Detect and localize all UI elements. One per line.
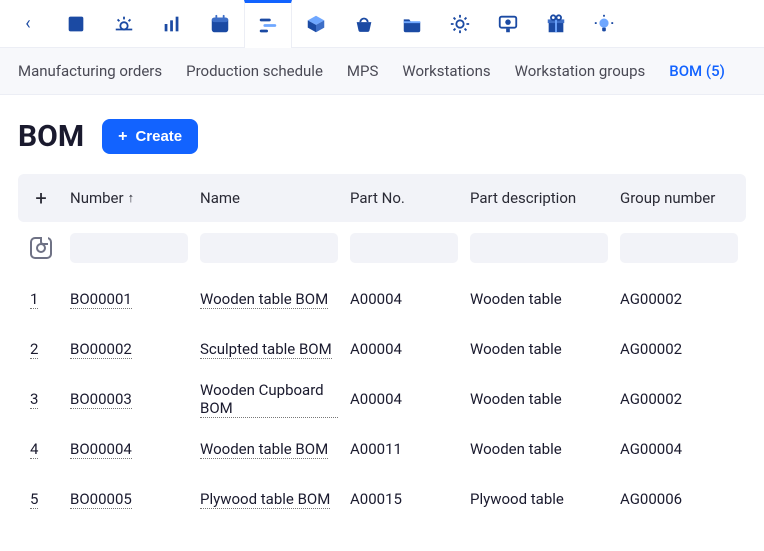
gift-icon	[545, 13, 567, 35]
row-index: 4	[30, 440, 38, 459]
toolbar-item-2[interactable]	[148, 0, 196, 48]
table-row[interactable]: 5 BO00005 Plywood table BOM A00015 Plywood t…	[18, 474, 746, 524]
cell-partdesc: Wooden table	[470, 440, 562, 458]
cell-name[interactable]: Wooden table BOM	[200, 290, 328, 309]
cell-partno: A00011	[350, 440, 402, 458]
module-subtabs: Manufacturing orders Production schedule…	[0, 48, 764, 95]
plus-icon: +	[118, 129, 127, 145]
col-number[interactable]: Number ↑	[64, 189, 194, 207]
col-partdesc[interactable]: Part description	[464, 189, 614, 207]
page-header: BOM + Create	[0, 95, 764, 174]
row-index: 1	[30, 290, 38, 309]
cell-partdesc: Plywood table	[470, 490, 564, 508]
cell-number[interactable]: BO00002	[70, 340, 132, 359]
barchart-icon	[161, 13, 183, 35]
table-row[interactable]: 2 BO00002 Sculpted table BOM A00004 Wooden t…	[18, 324, 746, 374]
sunrise-icon	[113, 13, 135, 35]
table-header: + Number ↑ Name Part No. Part descriptio…	[18, 174, 746, 222]
app-toolbar: ‹	[0, 0, 764, 48]
table-row[interactable]: 1 BO00001 Wooden table BOM A00004 Wooden tab…	[18, 274, 746, 324]
sort-asc-icon: ↑	[128, 190, 135, 206]
basket-icon	[353, 13, 375, 35]
row-index: 2	[30, 340, 38, 359]
row-index: 3	[30, 390, 38, 409]
folder-icon	[401, 13, 423, 35]
filter-partno[interactable]	[350, 233, 458, 263]
cell-number[interactable]: BO00005	[70, 490, 132, 509]
toolbar-item-10[interactable]	[532, 0, 580, 48]
add-column-icon[interactable]: +	[35, 186, 46, 210]
row-index: 5	[30, 490, 38, 509]
cell-partno: A00004	[350, 340, 402, 358]
col-name-label: Name	[200, 189, 240, 207]
tab-workstation-groups[interactable]: Workstation groups	[515, 62, 646, 80]
monitor-icon	[497, 13, 519, 35]
tab-workstations[interactable]: Workstations	[402, 62, 490, 80]
col-groupno[interactable]: Group number	[614, 189, 744, 207]
cell-name[interactable]: Wooden table BOM	[200, 440, 328, 459]
toolbar-item-11[interactable]	[580, 0, 628, 48]
cell-partdesc: Wooden table	[470, 290, 562, 308]
toolbar-item-7[interactable]	[388, 0, 436, 48]
cell-number[interactable]: BO00003	[70, 390, 132, 409]
tab-production-schedule[interactable]: Production schedule	[186, 62, 323, 80]
col-partno[interactable]: Part No.	[344, 189, 464, 207]
cell-partno: A00015	[350, 490, 402, 508]
timeline-icon	[257, 14, 279, 36]
tab-manufacturing-orders[interactable]: Manufacturing orders	[18, 62, 162, 80]
table-row[interactable]: 4 BO00004 Wooden table BOM A00011 Wooden tab…	[18, 424, 746, 474]
calendar-icon	[209, 13, 231, 35]
gear-icon	[449, 13, 471, 35]
create-button[interactable]: + Create	[102, 119, 198, 154]
cell-groupno: AG00006	[620, 490, 682, 508]
cell-number[interactable]: BO00001	[70, 290, 132, 309]
filter-name[interactable]	[200, 233, 338, 263]
cell-name[interactable]: Wooden Cupboard BOM	[200, 381, 338, 418]
toolbar-item-9[interactable]	[484, 0, 532, 48]
toolbar-item-1[interactable]	[100, 0, 148, 48]
save-filter-icon[interactable]	[30, 237, 52, 259]
tab-mps[interactable]: MPS	[347, 62, 378, 80]
table-filter-row	[18, 222, 746, 274]
cell-name[interactable]: Sculpted table BOM	[200, 340, 332, 359]
box-icon	[305, 13, 327, 35]
filter-groupno[interactable]	[620, 233, 738, 263]
square-icon	[65, 13, 87, 35]
col-partdesc-label: Part description	[470, 189, 576, 207]
bom-table: + Number ↑ Name Part No. Part descriptio…	[0, 174, 764, 524]
filter-number[interactable]	[70, 233, 188, 263]
toolbar-item-5[interactable]	[292, 0, 340, 48]
cell-groupno: AG00004	[620, 440, 682, 458]
toolbar-item-0[interactable]	[52, 0, 100, 48]
cell-partno: A00004	[350, 290, 402, 308]
toolbar-item-4[interactable]	[244, 0, 292, 48]
toolbar-item-6[interactable]	[340, 0, 388, 48]
tab-bom[interactable]: BOM (5)	[669, 62, 725, 80]
col-name[interactable]: Name	[194, 189, 344, 207]
cell-groupno: AG00002	[620, 290, 682, 308]
create-button-label: Create	[135, 128, 182, 145]
cell-number[interactable]: BO00004	[70, 440, 132, 459]
page-title: BOM	[18, 119, 84, 154]
toolbar-back[interactable]: ‹	[4, 0, 52, 48]
cell-partno: A00004	[350, 390, 402, 408]
cell-groupno: AG00002	[620, 390, 682, 408]
chevron-left-icon: ‹	[25, 13, 30, 34]
cell-partdesc: Wooden table	[470, 390, 562, 408]
col-groupno-label: Group number	[620, 189, 715, 207]
cell-partdesc: Wooden table	[470, 340, 562, 358]
toolbar-item-8[interactable]	[436, 0, 484, 48]
bulb-icon	[593, 13, 615, 35]
toolbar-item-3[interactable]	[196, 0, 244, 48]
col-partno-label: Part No.	[350, 189, 405, 207]
cell-groupno: AG00002	[620, 340, 682, 358]
filter-partdesc[interactable]	[470, 233, 608, 263]
table-row[interactable]: 3 BO00003 Wooden Cupboard BOM A00004 Wooden …	[18, 374, 746, 424]
col-number-label: Number	[70, 189, 124, 207]
cell-name[interactable]: Plywood table BOM	[200, 490, 330, 509]
